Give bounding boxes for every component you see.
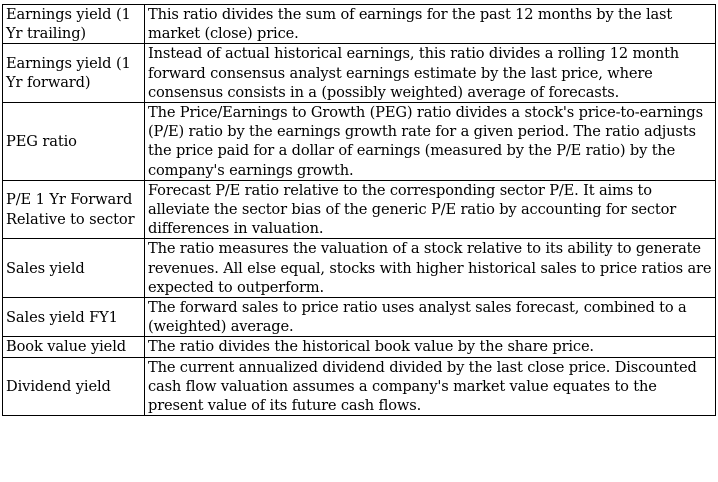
description-cell: The ratio divides the historical book va… bbox=[144, 336, 716, 358]
term-cell: Earnings yield (1 Yr forward) bbox=[2, 43, 145, 104]
term-cell: Dividend yield bbox=[2, 356, 145, 417]
description-cell: Instead of actual historical earnings, t… bbox=[144, 43, 716, 104]
description-cell: Forecast P/E ratio relative to the corre… bbox=[144, 179, 716, 240]
table-row: Sales yield FY1 The forward sales to pri… bbox=[2, 297, 716, 338]
table-row: Book value yield The ratio divides the h… bbox=[2, 336, 716, 358]
table-row: Dividend yield The current annualized di… bbox=[2, 356, 716, 417]
term-cell: Earnings yield (1 Yr trailing) bbox=[2, 3, 145, 45]
term-cell: PEG ratio bbox=[2, 102, 145, 181]
term-cell: Sales yield FY1 bbox=[2, 297, 145, 338]
term-cell: Sales yield bbox=[2, 238, 145, 299]
valuation-ratios-table: Earnings yield (1 Yr trailing) This rati… bbox=[2, 3, 716, 417]
description-cell: The ratio measures the valuation of a st… bbox=[144, 238, 716, 299]
table-row: PEG ratio The Price/Earnings to Growth (… bbox=[2, 102, 716, 181]
description-cell: This ratio divides the sum of earnings f… bbox=[144, 3, 716, 45]
term-cell: Book value yield bbox=[2, 336, 145, 358]
table-row: P/E 1 Yr Forward Relative to sector Fore… bbox=[2, 179, 716, 240]
description-cell: The current annualized dividend divided … bbox=[144, 356, 716, 417]
table-row: Earnings yield (1 Yr trailing) This rati… bbox=[2, 3, 716, 45]
description-cell: The Price/Earnings to Growth (PEG) ratio… bbox=[144, 102, 716, 181]
term-cell: P/E 1 Yr Forward Relative to sector bbox=[2, 179, 145, 240]
table-row: Sales yield The ratio measures the valua… bbox=[2, 238, 716, 299]
table-row: Earnings yield (1 Yr forward) Instead of… bbox=[2, 43, 716, 104]
description-cell: The forward sales to price ratio uses an… bbox=[144, 297, 716, 338]
